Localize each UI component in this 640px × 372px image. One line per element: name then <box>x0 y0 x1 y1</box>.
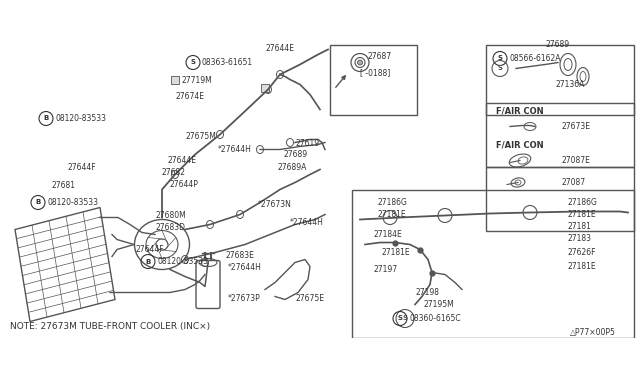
Text: 27689A: 27689A <box>278 163 307 172</box>
Text: *27644H: *27644H <box>218 145 252 154</box>
Text: 27619: 27619 <box>295 139 319 148</box>
Bar <box>486 103 634 167</box>
Bar <box>486 45 634 115</box>
Text: NOTE: 27673M TUBE-FRONT COOLER (INC×): NOTE: 27673M TUBE-FRONT COOLER (INC×) <box>10 322 210 331</box>
Text: 08360-6165C: 08360-6165C <box>409 314 461 323</box>
Text: 27675M: 27675M <box>185 132 216 141</box>
Text: 27186G: 27186G <box>568 198 598 207</box>
Text: B: B <box>145 259 150 264</box>
FancyBboxPatch shape <box>171 76 179 83</box>
Text: [ -0188]: [ -0188] <box>360 68 390 77</box>
Text: 27681: 27681 <box>52 181 76 190</box>
Text: B: B <box>44 115 49 122</box>
Text: 27675E: 27675E <box>296 294 325 303</box>
Text: 27689: 27689 <box>284 150 308 159</box>
Text: △P77×00P5: △P77×00P5 <box>570 328 616 337</box>
Text: 27136A: 27136A <box>555 80 584 89</box>
Text: 27682: 27682 <box>162 168 186 177</box>
Text: 27184E: 27184E <box>373 230 402 239</box>
FancyBboxPatch shape <box>261 83 269 92</box>
Text: 27683E: 27683E <box>225 251 254 260</box>
Text: B: B <box>35 199 40 205</box>
Bar <box>330 45 417 115</box>
Text: S: S <box>191 60 195 65</box>
Text: 27644F: 27644F <box>135 245 164 254</box>
Text: 27644F: 27644F <box>67 163 95 172</box>
Text: 27674E: 27674E <box>175 92 204 101</box>
Text: 27087: 27087 <box>562 178 586 187</box>
Text: S: S <box>497 65 502 71</box>
Text: *27673P: *27673P <box>228 294 260 303</box>
Text: 27644E: 27644E <box>168 156 197 165</box>
Text: 08120-83533: 08120-83533 <box>55 114 106 123</box>
Text: 27626F: 27626F <box>568 248 596 257</box>
Text: 27680M: 27680M <box>155 211 186 220</box>
Text: 08566-6162A: 08566-6162A <box>509 54 561 63</box>
Text: 27087E: 27087E <box>562 156 591 165</box>
Text: 27195M: 27195M <box>424 300 455 309</box>
Text: 27644E: 27644E <box>265 44 294 53</box>
Text: 27719M: 27719M <box>182 76 212 85</box>
Text: 08363-61651: 08363-61651 <box>202 58 253 67</box>
Bar <box>486 167 634 231</box>
Text: 08120-83533: 08120-83533 <box>47 198 98 207</box>
Text: *27644H: *27644H <box>228 263 262 272</box>
Text: 27181E: 27181E <box>382 248 411 257</box>
Text: 27673E: 27673E <box>562 122 591 131</box>
Text: F/AIR CON: F/AIR CON <box>496 140 543 149</box>
Text: *27673N: *27673N <box>258 200 292 209</box>
Text: F/AIR CON: F/AIR CON <box>496 106 543 115</box>
Text: 27197: 27197 <box>373 265 397 274</box>
Text: 27181: 27181 <box>568 222 592 231</box>
Text: 27186G: 27186G <box>378 198 408 207</box>
Text: 27181E: 27181E <box>378 210 406 219</box>
Text: 27198: 27198 <box>415 288 439 297</box>
Text: 27644P: 27644P <box>170 180 199 189</box>
Text: S: S <box>403 315 408 321</box>
Text: 27181E: 27181E <box>568 210 596 219</box>
Text: 27683D: 27683D <box>155 223 185 232</box>
Ellipse shape <box>358 60 362 65</box>
Text: 27181E: 27181E <box>568 262 596 271</box>
Bar <box>352 189 634 337</box>
Text: S: S <box>397 315 403 321</box>
Text: 27183: 27183 <box>568 234 592 243</box>
Text: S: S <box>497 55 502 61</box>
Text: 27687: 27687 <box>367 52 391 61</box>
Text: 27689: 27689 <box>545 40 569 49</box>
Text: 08120-83533: 08120-83533 <box>157 257 208 266</box>
Text: *27644H: *27644H <box>290 218 324 227</box>
